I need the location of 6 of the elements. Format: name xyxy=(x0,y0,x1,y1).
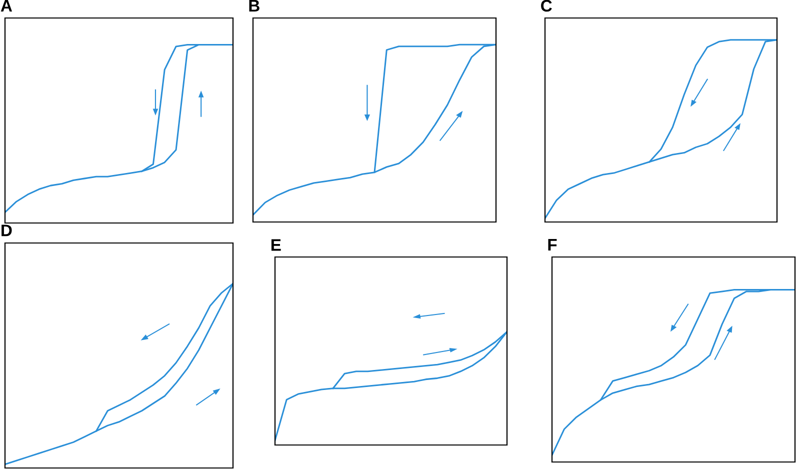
chart-title: F xyxy=(548,239,557,250)
chart-title: A xyxy=(0,0,12,12)
chart-title: C xyxy=(541,0,552,12)
chart-title: E xyxy=(271,239,281,251)
chart-title: D xyxy=(2,224,12,236)
chart-title: B xyxy=(249,0,260,12)
